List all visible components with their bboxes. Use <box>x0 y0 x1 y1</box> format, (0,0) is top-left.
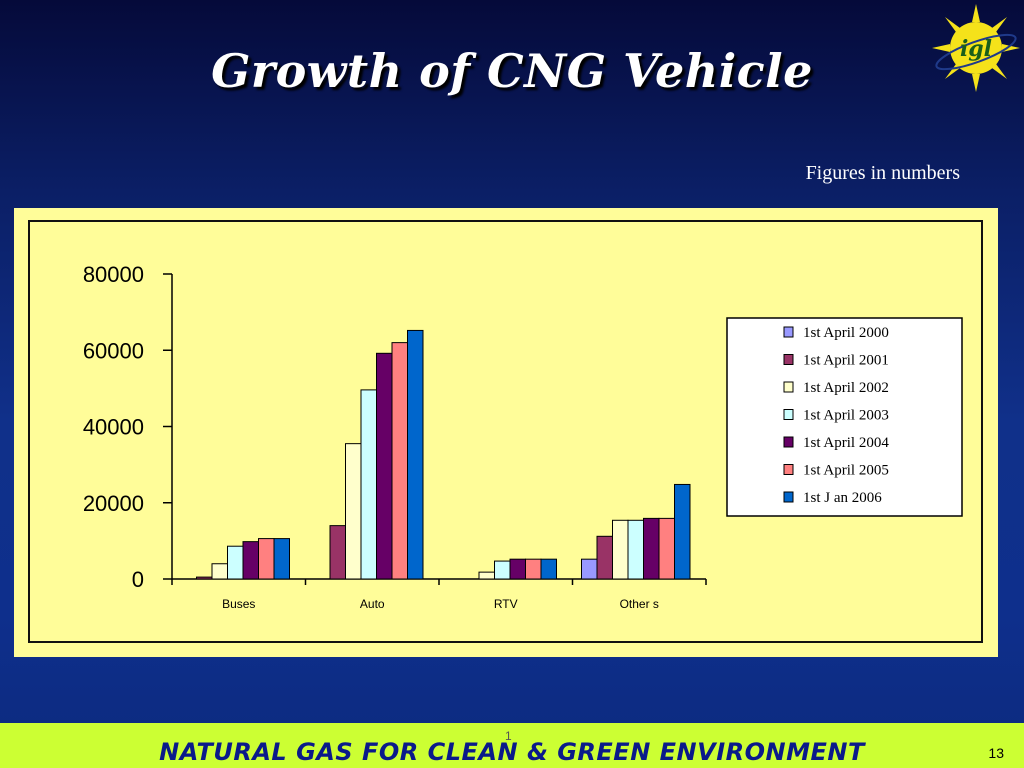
bar <box>596 535 613 580</box>
footer-slogan: NATURAL GAS FOR CLEAN & GREEN ENVIRONMEN… <box>159 738 865 766</box>
legend-label: 1st April 2002 <box>803 380 889 396</box>
bar <box>258 538 275 580</box>
bar <box>540 558 557 580</box>
x-tick-label: RTV <box>494 597 518 611</box>
legend-label: 1st April 2000 <box>803 325 889 341</box>
page-number: 13 <box>988 745 1004 761</box>
y-tick-label: 0 <box>132 567 144 592</box>
footer-bar <box>0 723 1024 768</box>
legend-swatch <box>783 326 794 338</box>
x-tick-label: Other s <box>620 597 659 611</box>
legend-swatch <box>783 464 794 475</box>
y-tick-label: 40000 <box>83 415 144 440</box>
bar <box>407 329 424 580</box>
bar <box>360 389 377 580</box>
legend-swatch <box>783 436 794 448</box>
igl-logo: igl <box>932 4 1020 92</box>
bar <box>227 545 244 580</box>
figures-note: Figures in numbers <box>805 162 960 184</box>
legend-swatch <box>783 491 794 503</box>
bar <box>581 558 598 580</box>
bar <box>658 517 675 580</box>
y-tick-label: 60000 <box>83 338 144 363</box>
bar <box>509 558 526 580</box>
legend-box <box>726 317 963 517</box>
bar <box>643 517 660 580</box>
x-tick-label: Buses <box>222 597 255 611</box>
bar <box>345 443 362 580</box>
bar <box>242 541 259 580</box>
bar <box>211 563 228 580</box>
bar <box>627 519 644 580</box>
bar <box>273 538 290 580</box>
legend-swatch <box>783 409 794 420</box>
legend-swatch <box>783 381 794 393</box>
bar <box>494 560 511 580</box>
legend-swatch <box>783 354 794 365</box>
sun-rays-icon <box>932 4 1020 92</box>
y-tick-label: 80000 <box>83 262 144 287</box>
legend-label: 1st April 2001 <box>803 353 889 369</box>
x-tick-label: Auto <box>360 597 385 611</box>
logo-text: igl <box>960 36 992 62</box>
legend-label: 1st April 2003 <box>803 408 889 424</box>
slide-title: Growth of CNG Vehicle <box>211 44 813 98</box>
y-tick-label: 20000 <box>83 491 144 516</box>
bar <box>525 558 542 580</box>
bar <box>376 352 393 580</box>
footer-small-number: 1 <box>505 729 512 743</box>
legend-label: 1st April 2005 <box>803 463 889 479</box>
bar <box>674 483 691 580</box>
bar <box>612 519 629 580</box>
bar <box>478 571 495 580</box>
legend-label: 1st J an 2006 <box>803 490 882 506</box>
bar <box>391 342 408 580</box>
bar <box>196 576 213 580</box>
bar <box>329 525 346 580</box>
chart-plot-border <box>28 220 983 643</box>
legend-label: 1st April 2004 <box>803 435 889 451</box>
